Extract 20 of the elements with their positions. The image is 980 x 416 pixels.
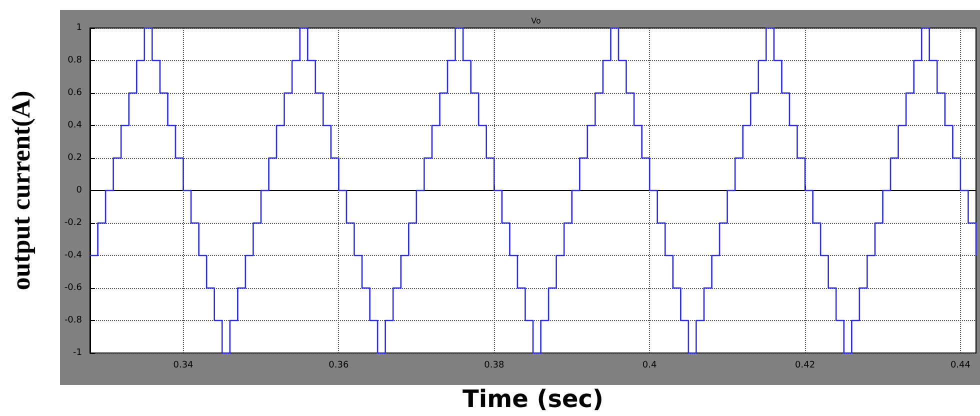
y-tick-label: 0	[76, 186, 82, 196]
x-tick-label: 0.4	[642, 360, 657, 370]
y-tick-label: 1	[76, 23, 82, 33]
x-tick-label: 0.36	[328, 360, 349, 370]
x-tick-label: 0.38	[484, 360, 504, 370]
y-tick-label: -1	[73, 348, 82, 358]
x-tick-label: 0.42	[794, 360, 816, 370]
chart-title: Vo	[531, 16, 541, 26]
y-tick-label: 0.2	[68, 153, 82, 163]
x-tick-label: 0.34	[173, 360, 194, 370]
y-axis-title: output current(A)	[6, 90, 36, 290]
x-tick-label: 0.44	[950, 360, 971, 370]
y-tick-label: -0.2	[64, 218, 82, 228]
x-axis-title: Time (sec)	[462, 385, 604, 413]
y-tick-label: -0.8	[64, 316, 82, 326]
y-tick-label: 0.4	[68, 120, 82, 130]
y-tick-label: -0.6	[64, 283, 82, 293]
y-tick-label: 0.8	[68, 56, 82, 66]
y-tick-label: 0.6	[68, 88, 82, 98]
y-tick-label: -0.4	[64, 250, 82, 260]
